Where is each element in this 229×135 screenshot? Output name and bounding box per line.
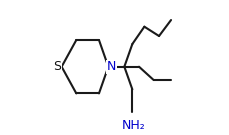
- Text: S: S: [53, 60, 61, 73]
- Text: NH₂: NH₂: [121, 119, 145, 132]
- Text: N: N: [106, 60, 116, 73]
